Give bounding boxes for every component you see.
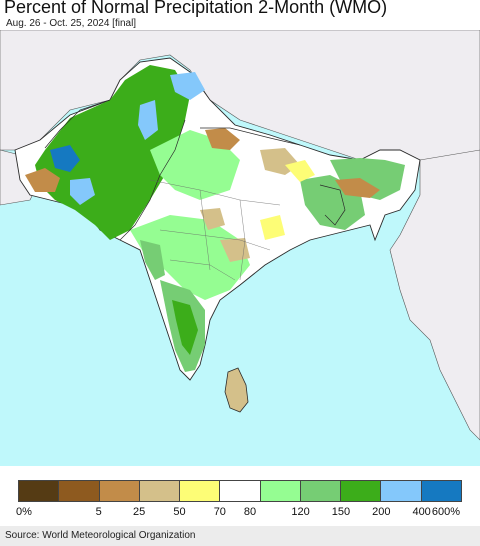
north-pakistan-blue xyxy=(138,100,158,140)
legend-swatch-9 xyxy=(381,480,422,502)
sri-lanka xyxy=(224,367,249,413)
legend-swatch-6 xyxy=(260,480,301,502)
source-text: Source: World Meteorological Organizatio… xyxy=(5,530,196,541)
bangladesh-border xyxy=(319,184,346,226)
legend-tick-7: 150 xyxy=(331,506,351,518)
color-legend xyxy=(18,480,462,502)
date-range-subtitle: Aug. 26 - Oct. 25, 2024 [final] xyxy=(6,18,137,29)
nepal-dry xyxy=(205,128,240,150)
state-border-5 xyxy=(239,199,246,281)
legend-ticks: 0% 5 25 50 70 80 120 150 200 400 600% xyxy=(0,506,480,520)
west-coast-green xyxy=(140,240,165,280)
legend-tick-4: 70 xyxy=(213,506,226,518)
legend-swatch-7 xyxy=(300,480,342,502)
source-footer: Source: World Meteorological Organizatio… xyxy=(0,526,480,546)
central-dry xyxy=(200,208,225,230)
legend-swatch-4 xyxy=(180,480,221,502)
page-title: Percent of Normal Precipitation 2-Month … xyxy=(4,0,388,17)
central-india-light-green xyxy=(130,215,250,300)
legend-tick-9: 400 xyxy=(412,506,431,518)
legend-tick-6: 120 xyxy=(291,506,310,518)
legend-tick-5: 80 xyxy=(243,506,257,518)
iran-border-dry xyxy=(25,168,60,192)
legend-tick-10: 600% xyxy=(431,506,461,518)
ganges-yellow xyxy=(285,160,315,182)
legend-swatch-1 xyxy=(59,480,100,502)
east-yellow xyxy=(260,215,285,240)
pakistan-india-border xyxy=(119,119,186,241)
legend-swatch-10 xyxy=(421,480,462,502)
nepal-border xyxy=(200,127,301,146)
state-border-1 xyxy=(149,179,281,206)
legend-tick-1: 5 xyxy=(95,506,102,518)
precipitation-map xyxy=(0,30,480,466)
legend-swatch-0 xyxy=(18,480,60,502)
northeast-dry xyxy=(335,178,380,198)
legend-tick-3: 50 xyxy=(173,506,186,518)
state-border-3 xyxy=(169,259,236,281)
outside-land-east xyxy=(389,149,480,441)
south-india-dark-green xyxy=(172,300,198,355)
balochistan-light-blue xyxy=(70,178,95,205)
legend-swatch-3 xyxy=(139,480,181,502)
afghanistan-border xyxy=(44,99,111,149)
state-border-4 xyxy=(199,189,211,271)
legend-swatch-8 xyxy=(341,480,382,502)
deccan-dry xyxy=(220,238,250,262)
kashmir-blue xyxy=(170,72,205,100)
balochistan-blue xyxy=(50,145,80,172)
legend-tick-0: 0% xyxy=(16,506,32,518)
legend-swatch-5 xyxy=(220,480,261,502)
legend-tick-2: 25 xyxy=(132,506,146,518)
northeast-green xyxy=(330,158,405,200)
state-border-2 xyxy=(159,229,271,251)
legend-swatch-2 xyxy=(99,480,140,502)
legend-tick-8: 200 xyxy=(372,506,391,518)
